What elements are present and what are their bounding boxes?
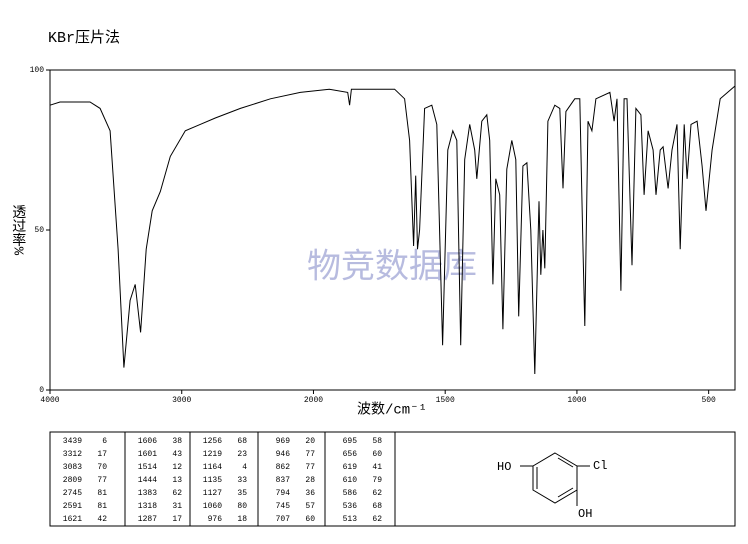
peak-wavenumber: 1514 bbox=[138, 463, 157, 472]
peak-transmittance: 31 bbox=[172, 502, 182, 511]
peak-transmittance: 81 bbox=[97, 502, 107, 511]
peak-transmittance: 62 bbox=[372, 515, 382, 524]
peak-wavenumber: 794 bbox=[276, 489, 291, 498]
peak-wavenumber: 3312 bbox=[63, 450, 82, 459]
peak-wavenumber: 1287 bbox=[138, 515, 157, 524]
peak-wavenumber: 707 bbox=[276, 515, 291, 524]
peak-transmittance: 77 bbox=[305, 450, 315, 459]
peak-wavenumber: 3439 bbox=[63, 437, 82, 446]
peak-transmittance: 38 bbox=[172, 437, 182, 446]
peak-wavenumber: 1621 bbox=[63, 515, 82, 524]
x-tick-label: 3000 bbox=[172, 396, 191, 405]
x-tick-label: 2000 bbox=[304, 396, 323, 405]
x-tick-label: 1500 bbox=[436, 396, 455, 405]
benzene-ring bbox=[520, 452, 590, 506]
peak-transmittance: 81 bbox=[97, 489, 107, 498]
peak-transmittance: 28 bbox=[305, 476, 315, 485]
y-tick-label: 0 bbox=[39, 386, 44, 395]
peak-transmittance: 62 bbox=[372, 489, 382, 498]
peak-wavenumber: 1219 bbox=[203, 450, 222, 459]
peak-wavenumber: 1127 bbox=[203, 489, 222, 498]
peak-transmittance: 62 bbox=[172, 489, 182, 498]
peak-transmittance: 18 bbox=[237, 515, 247, 524]
peak-transmittance: 17 bbox=[97, 450, 107, 459]
peak-wavenumber: 1606 bbox=[138, 437, 157, 446]
peak-transmittance: 58 bbox=[372, 437, 382, 446]
peak-transmittance: 60 bbox=[372, 450, 382, 459]
peak-wavenumber: 976 bbox=[208, 515, 223, 524]
peak-wavenumber: 586 bbox=[343, 489, 358, 498]
peak-wavenumber: 1601 bbox=[138, 450, 157, 459]
peak-transmittance: 60 bbox=[305, 515, 315, 524]
peak-transmittance: 17 bbox=[172, 515, 182, 524]
structure-label: HO bbox=[497, 460, 511, 474]
peak-transmittance: 4 bbox=[242, 463, 247, 472]
peak-transmittance: 79 bbox=[372, 476, 382, 485]
peak-transmittance: 77 bbox=[97, 476, 107, 485]
peak-wavenumber: 2591 bbox=[63, 502, 82, 511]
peak-wavenumber: 2809 bbox=[63, 476, 82, 485]
structure-label: OH bbox=[578, 507, 592, 521]
peak-transmittance: 68 bbox=[237, 437, 247, 446]
peak-transmittance: 41 bbox=[372, 463, 382, 472]
peak-transmittance: 68 bbox=[372, 502, 382, 511]
peak-transmittance: 57 bbox=[305, 502, 315, 511]
x-axis-label: 波数/cm⁻¹ bbox=[357, 402, 427, 419]
peak-transmittance: 80 bbox=[237, 502, 247, 511]
peak-transmittance: 77 bbox=[305, 463, 315, 472]
y-axis-label: 透过率% bbox=[9, 205, 26, 256]
peak-wavenumber: 695 bbox=[343, 437, 358, 446]
watermark: 物竞数据库 bbox=[307, 247, 477, 287]
peak-wavenumber: 1318 bbox=[138, 502, 157, 511]
peak-wavenumber: 745 bbox=[276, 502, 291, 511]
plot-frame bbox=[49, 69, 736, 391]
y-tick-label: 100 bbox=[30, 66, 45, 75]
peak-wavenumber: 862 bbox=[276, 463, 291, 472]
x-tick-label: 1000 bbox=[567, 396, 586, 405]
peak-wavenumber: 536 bbox=[343, 502, 358, 511]
peak-wavenumber: 3083 bbox=[63, 463, 82, 472]
peak-wavenumber: 619 bbox=[343, 463, 358, 472]
chart-title: KBr压片法 bbox=[48, 29, 120, 47]
peak-transmittance: 36 bbox=[305, 489, 315, 498]
peak-wavenumber: 1164 bbox=[203, 463, 222, 472]
x-tick-label: 4000 bbox=[40, 396, 59, 405]
peak-transmittance: 23 bbox=[237, 450, 247, 459]
peak-transmittance: 43 bbox=[172, 450, 182, 459]
peak-wavenumber: 610 bbox=[343, 476, 358, 485]
peak-transmittance: 6 bbox=[102, 437, 107, 446]
x-tick-label: 500 bbox=[701, 396, 716, 405]
peak-transmittance: 35 bbox=[237, 489, 247, 498]
peak-wavenumber: 837 bbox=[276, 476, 291, 485]
peak-wavenumber: 1135 bbox=[203, 476, 222, 485]
peak-transmittance: 20 bbox=[305, 437, 315, 446]
peak-wavenumber: 1444 bbox=[138, 476, 157, 485]
peak-wavenumber: 2745 bbox=[63, 489, 82, 498]
peak-wavenumber: 946 bbox=[276, 450, 291, 459]
peak-wavenumber: 1256 bbox=[203, 437, 222, 446]
peak-wavenumber: 513 bbox=[343, 515, 358, 524]
y-tick-label: 50 bbox=[34, 226, 44, 235]
peak-wavenumber: 656 bbox=[343, 450, 358, 459]
spectrum-line bbox=[49, 85, 736, 375]
peak-transmittance: 12 bbox=[172, 463, 182, 472]
structure-label: Cl bbox=[593, 459, 607, 473]
peak-transmittance: 42 bbox=[97, 515, 107, 524]
peak-transmittance: 13 bbox=[172, 476, 182, 485]
table-dividers bbox=[124, 432, 396, 526]
peak-transmittance: 33 bbox=[237, 476, 247, 485]
peak-wavenumber: 1060 bbox=[203, 502, 222, 511]
table-frame bbox=[49, 431, 736, 527]
peak-wavenumber: 1383 bbox=[138, 489, 157, 498]
peak-wavenumber: 969 bbox=[276, 437, 291, 446]
peak-transmittance: 70 bbox=[97, 463, 107, 472]
